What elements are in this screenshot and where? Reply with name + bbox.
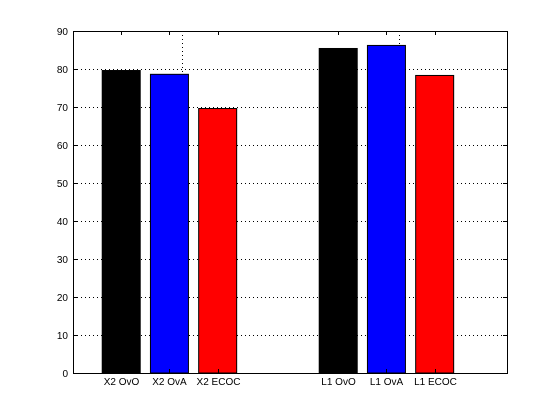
axes — [73, 31, 508, 374]
bar — [149, 73, 189, 374]
y-tick-label: 60 — [57, 141, 69, 152]
axes-box — [73, 31, 508, 374]
y-tick-label: 70 — [57, 103, 69, 114]
x-tick-label: L1 OvO — [321, 377, 356, 388]
bar — [415, 74, 455, 374]
bar — [318, 47, 358, 374]
y-tick-label: 50 — [57, 179, 69, 190]
bar — [101, 70, 141, 374]
x-tick-label: X2 OvO — [104, 377, 140, 388]
x-tick-label: L1 OvA — [370, 377, 404, 388]
bar — [198, 108, 238, 374]
y-tick-label: 40 — [57, 217, 69, 228]
y-tick-label: 10 — [57, 331, 69, 342]
tick-labels: 0 10 20 30 40 50 60 70 80 90 X2 OvO X2 OvA X2 ECOC L1… — [57, 27, 457, 388]
x-tick-label: L1 ECOC — [414, 377, 457, 388]
y-tick-label: 90 — [57, 27, 69, 38]
bars — [101, 44, 455, 374]
y-tick-label: 30 — [57, 255, 69, 266]
y-tick-label: 0 — [62, 369, 68, 380]
x-tick-label: X2 ECOC — [197, 377, 241, 388]
y-tick-label: 20 — [57, 293, 69, 304]
y-tick-label: 80 — [57, 65, 69, 76]
bar — [366, 44, 406, 374]
x-tick-label: X2 OvA — [152, 377, 187, 388]
